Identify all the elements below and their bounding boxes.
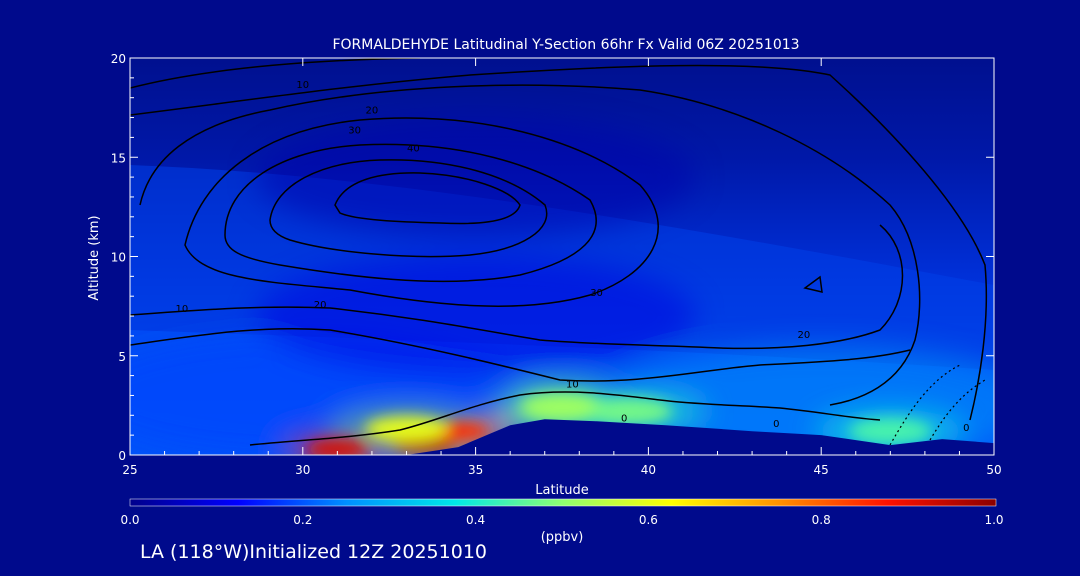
field-core-4 — [520, 394, 604, 421]
contour-label-6: 30 — [348, 125, 361, 136]
contour-near-surface — [249, 391, 881, 446]
colorbar-tick-label-3: 0.6 — [639, 513, 658, 527]
x-tick-label-2: 35 — [468, 463, 483, 477]
x-axis-label: Latitude — [535, 483, 589, 498]
colorbar-ticks: 0.0 0.2 0.4 0.6 0.8 1.0 — [120, 513, 1003, 527]
contour-dotted-a — [889, 364, 961, 446]
colorbar-tick-label-1: 0.2 — [293, 513, 312, 527]
contour-label-1: 20 — [314, 300, 327, 311]
contour-dotted — [889, 364, 986, 446]
contour-30-inner — [224, 143, 597, 283]
contour-label-11: 0 — [963, 423, 969, 434]
contour-triangle — [803, 275, 823, 293]
contour-40-ring — [269, 159, 548, 258]
colorbar-tick-label-5: 1.0 — [984, 513, 1003, 527]
field-sample-10 — [255, 117, 696, 238]
y-axis: 0 5 10 15 20 — [111, 52, 994, 463]
contour-label-10: 0 — [773, 419, 779, 430]
contour-20-mid — [130, 224, 904, 350]
field-core-6 — [849, 417, 932, 445]
contour-label-8: 10 — [566, 380, 579, 391]
x-tick-label-1: 30 — [295, 463, 310, 477]
y-tick-label-0: 0 — [118, 449, 126, 463]
colorbar-units: (ppbv) — [541, 530, 584, 545]
field-sample-9 — [255, 256, 696, 377]
y-tick-label-1: 5 — [118, 350, 126, 364]
contour-dotted-b — [929, 379, 986, 441]
y-tick-label-2: 10 — [111, 251, 126, 265]
contour-label-4: 10 — [296, 80, 309, 91]
colorbar-tick-label-2: 0.4 — [466, 513, 485, 527]
colorbar-tick-label-0: 0.0 — [120, 513, 139, 527]
contour-label-5: 20 — [366, 106, 379, 117]
contour-10-outer — [130, 58, 988, 421]
contour-lines — [130, 58, 988, 446]
plot-area: 10 20 30 20 10 20 30 40 10 0 0 0 — [130, 58, 994, 455]
contour-10-low — [130, 327, 911, 382]
x-tick-label-4: 45 — [814, 463, 829, 477]
colorbar — [129, 498, 997, 507]
contour-label-7: 40 — [407, 143, 420, 154]
footer-info: LA (118°W)Initialized 12Z 20251010 — [140, 541, 487, 563]
contour-20-outer — [139, 84, 921, 406]
field-core-5 — [589, 398, 673, 425]
x-tick-label-3: 40 — [641, 463, 656, 477]
y-tick-label-3: 15 — [111, 151, 126, 165]
contour-labels: 10 20 30 20 10 20 30 40 10 0 0 0 — [175, 80, 969, 434]
field-core-0 — [307, 439, 368, 455]
contour-50-core — [334, 172, 521, 225]
terrain-mask — [130, 419, 994, 455]
chart-title: FORMALDEHYDE Latitudinal Y-Section 66hr … — [332, 37, 799, 53]
x-axis: 25 30 35 40 45 50 — [122, 58, 1002, 477]
contour-30-ring — [184, 117, 659, 307]
contour-label-2: 30 — [590, 288, 603, 299]
x-tick-label-0: 25 — [122, 463, 137, 477]
colorbar-tick-label-4: 0.8 — [812, 513, 831, 527]
contour-label-3: 20 — [798, 330, 811, 341]
y-axis-label: Altitude (km) — [87, 215, 102, 300]
contour-label-9: 0 — [621, 413, 627, 424]
y-tick-label-4: 20 — [111, 52, 126, 66]
contour-label-0: 10 — [175, 304, 188, 315]
x-tick-label-5: 50 — [986, 463, 1001, 477]
